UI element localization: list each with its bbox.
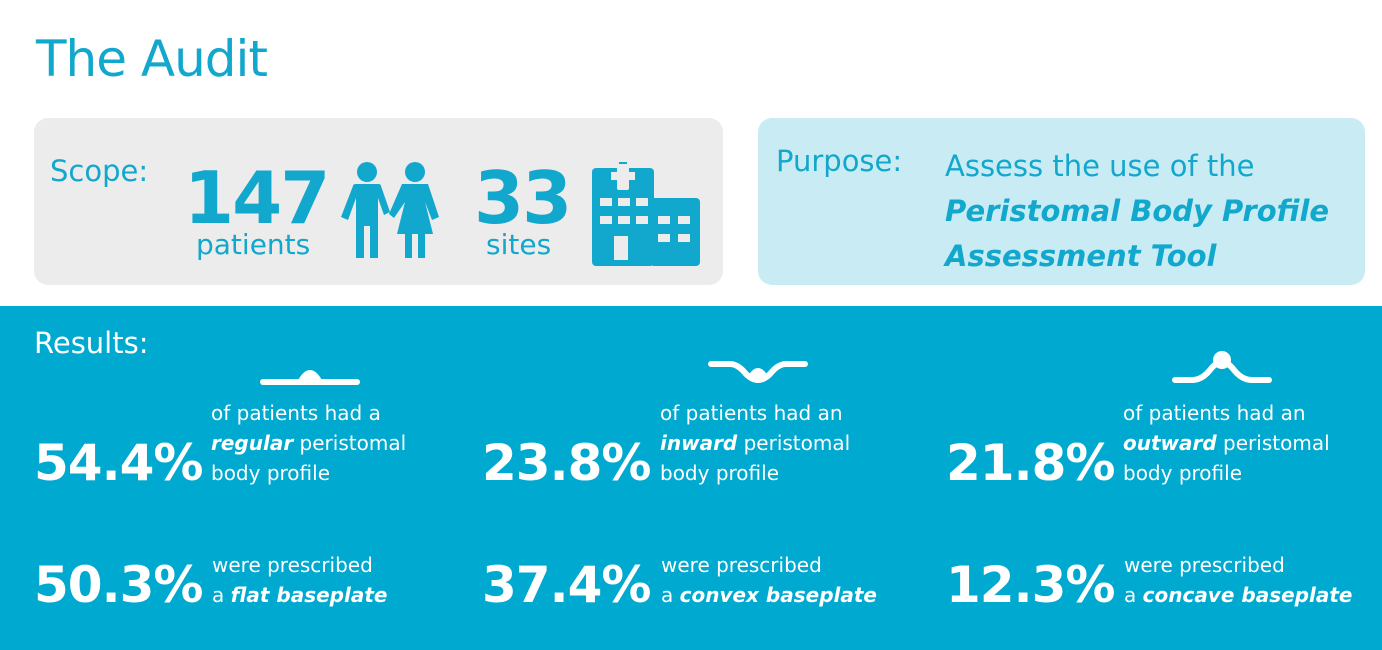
scope-label: Scope: xyxy=(50,154,149,188)
hospital-icon xyxy=(592,160,700,266)
baseplate-type: concave baseplate xyxy=(1142,583,1353,607)
purpose-tool-name-line2: Assessment Tool xyxy=(945,239,1217,273)
purpose-description: Assess the use of the Peristomal Body Pr… xyxy=(945,144,1355,279)
description-line: outward peristomal xyxy=(1123,428,1330,458)
description-line: body profile xyxy=(660,461,779,485)
results-panel: Results: 54.4% of patients had a regular… xyxy=(0,306,1382,650)
inward-profile-icon xyxy=(708,361,808,383)
scope-panel: Scope: 147 patients 33 sites xyxy=(34,118,723,285)
concave-baseplate-percent: 12.3% xyxy=(946,556,1115,614)
outward-profile-description: of patients had an outward peristomal bo… xyxy=(1123,398,1330,488)
purpose-label: Purpose: xyxy=(776,144,903,178)
description-line: of patients had a xyxy=(211,401,381,425)
description-line: of patients had an xyxy=(660,401,843,425)
description-prefix: a xyxy=(1124,583,1143,607)
result-column-regular: 54.4% of patients had a regular peristom… xyxy=(0,306,440,650)
description-line: regular peristomal xyxy=(211,428,406,458)
purpose-panel: Purpose: Assess the use of the Peristoma… xyxy=(758,118,1365,285)
flat-baseplate-percent: 50.3% xyxy=(34,556,203,614)
profile-type: regular xyxy=(211,431,294,455)
patients-count: 147 xyxy=(184,156,330,240)
result-column-outward: 21.8% of patients had an outward peristo… xyxy=(912,306,1352,650)
description-line: a concave baseplate xyxy=(1124,580,1352,610)
description-line: of patients had an xyxy=(1123,401,1306,425)
regular-profile-description: of patients had a regular peristomal bod… xyxy=(211,398,406,488)
description-rest: peristomal xyxy=(293,431,407,455)
description-line: a convex baseplate xyxy=(661,580,877,610)
description-line: body profile xyxy=(1123,461,1242,485)
purpose-text-line: Assess the use of the xyxy=(945,149,1255,183)
description-rest: peristomal xyxy=(737,431,851,455)
convex-baseplate-percent: 37.4% xyxy=(482,556,651,614)
page-title: The Audit xyxy=(36,30,268,88)
description-line: were prescribed xyxy=(1124,553,1285,577)
outward-profile-percent: 21.8% xyxy=(946,434,1115,492)
description-line: were prescribed xyxy=(212,553,373,577)
results-label: Results: xyxy=(34,326,149,360)
description-line: body profile xyxy=(211,461,330,485)
convex-baseplate-description: were prescribed a convex baseplate xyxy=(661,550,877,610)
profile-type: outward xyxy=(1123,431,1217,455)
patients-label: patients xyxy=(196,228,311,261)
baseplate-type: convex baseplate xyxy=(679,583,877,607)
description-prefix: a xyxy=(212,583,231,607)
flat-baseplate-description: were prescribed a flat baseplate xyxy=(212,550,387,610)
sites-count: 33 xyxy=(474,156,572,240)
regular-profile-percent: 54.4% xyxy=(34,434,203,492)
outward-profile-icon xyxy=(1172,351,1272,383)
purpose-tool-name-line1: Peristomal Body Profile xyxy=(945,194,1330,228)
people-icon xyxy=(341,162,439,258)
description-line: inward peristomal xyxy=(660,428,850,458)
baseplate-type: flat baseplate xyxy=(230,583,388,607)
profile-type: inward xyxy=(660,431,738,455)
inward-profile-description: of patients had an inward peristomal bod… xyxy=(660,398,850,488)
description-line: were prescribed xyxy=(661,553,822,577)
description-prefix: a xyxy=(661,583,680,607)
flat-profile-icon xyxy=(260,370,360,385)
concave-baseplate-description: were prescribed a concave baseplate xyxy=(1124,550,1352,610)
result-column-inward: 23.8% of patients had an inward peristom… xyxy=(448,306,888,650)
inward-profile-percent: 23.8% xyxy=(482,434,651,492)
sites-label: sites xyxy=(486,228,552,261)
description-rest: peristomal xyxy=(1216,431,1330,455)
description-line: a flat baseplate xyxy=(212,580,387,610)
